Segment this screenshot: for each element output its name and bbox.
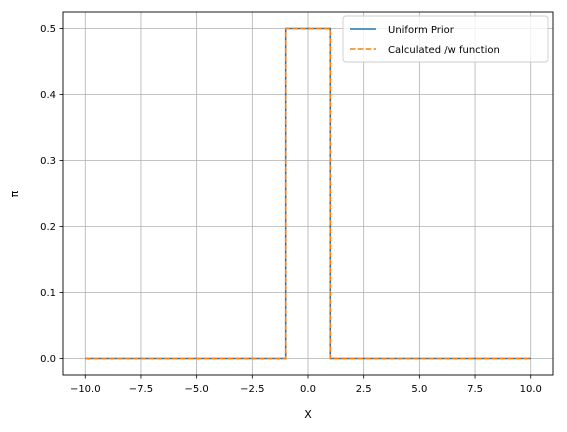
y-tick-label: 0.2 (40, 222, 56, 233)
x-tick-label: −5.0 (184, 384, 208, 395)
x-tick-label: 0.0 (300, 384, 316, 395)
legend-box (342, 15, 549, 63)
x-tick-label: −2.5 (240, 384, 264, 395)
x-tick-label: −7.5 (129, 384, 153, 395)
y-axis-label: π (8, 190, 21, 197)
legend-label-calculated: Calculated /w function (388, 45, 500, 56)
y-tick-label: 0.4 (40, 90, 56, 101)
x-tick-label: 5.0 (411, 384, 427, 395)
x-tick-label: 2.5 (356, 384, 372, 395)
series-line-calculated (85, 27, 531, 360)
x-axis: −10.0 −7.5 −5.0 −2.5 0.0 2.5 5.0 7.5 10.0 (70, 375, 542, 395)
y-tick-label: 0.3 (40, 156, 56, 167)
y-tick-label: 0.0 (40, 354, 56, 365)
y-tick-label: 0.1 (40, 288, 56, 299)
x-tick-label: 10.0 (520, 384, 542, 395)
series-layer (85, 27, 531, 360)
x-tick-label: 7.5 (467, 384, 483, 395)
x-tick-label: −10.0 (70, 384, 101, 395)
legend: Uniform Prior Calculated /w function (342, 15, 549, 63)
y-tick-label: 0.5 (40, 24, 56, 35)
legend-label-uniform-prior: Uniform Prior (388, 25, 455, 36)
y-axis: 0.0 0.1 0.2 0.3 0.4 0.5 (40, 24, 63, 365)
x-axis-label: X (304, 408, 312, 421)
